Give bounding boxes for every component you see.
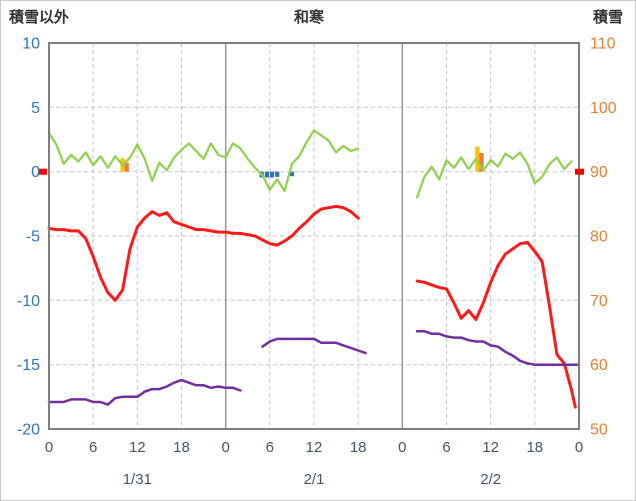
purple-line (415, 329, 581, 366)
right-tick-label: 100 (590, 100, 617, 117)
purple-line (261, 337, 367, 355)
date-label: 1/31 (123, 471, 152, 488)
blue-bar (275, 171, 280, 177)
left-tick-label: 10 (22, 36, 40, 53)
left-tick-label: 5 (31, 100, 40, 117)
blue-bar (289, 171, 294, 177)
x-tick-label: 18 (350, 439, 367, 456)
chart-title: 和寒 (293, 9, 324, 26)
x-tick-label: 12 (306, 439, 323, 456)
x-tick-label: 0 (222, 439, 230, 456)
green-line (415, 151, 573, 199)
right-zero-marker-icon (575, 168, 584, 175)
green-line (47, 129, 360, 193)
red-line (415, 240, 577, 409)
x-tick-label: 12 (129, 439, 146, 456)
right-tick-label: 80 (590, 229, 608, 246)
left-axis-title: 積雪以外 (9, 9, 70, 26)
date-label: 2/1 (304, 471, 325, 488)
x-tick-label: 0 (575, 439, 583, 456)
x-tick-label: 18 (526, 439, 543, 456)
x-tick-label: 6 (89, 439, 97, 456)
right-tick-label: 70 (590, 293, 608, 310)
x-tick-label: 0 (398, 439, 406, 456)
right-tick-label: 110 (590, 36, 616, 53)
red-line (47, 204, 360, 302)
left-tick-label: -20 (17, 422, 40, 439)
x-tick-label: 0 (45, 439, 53, 456)
left-zero-marker-icon (38, 168, 47, 175)
orange-bar (124, 162, 129, 172)
left-tick-label: -5 (26, 229, 40, 246)
left-tick-label: 0 (31, 164, 40, 181)
x-tick-label: 6 (266, 439, 274, 456)
right-axis-title: 積雪 (592, 9, 623, 26)
purple-line (47, 378, 242, 406)
x-tick-label: 12 (482, 439, 499, 456)
left-tick-label: -15 (17, 357, 40, 374)
right-tick-label: 60 (590, 357, 608, 374)
blue-bar (264, 171, 269, 178)
plot-border (48, 42, 580, 430)
orange-bar (479, 153, 484, 172)
right-tick-label: 50 (590, 422, 608, 439)
right-tick-label: 90 (590, 164, 608, 181)
date-label: 2/2 (480, 471, 501, 488)
blue-bar (269, 171, 275, 178)
left-tick-label: -10 (17, 293, 40, 310)
x-tick-label: 6 (442, 439, 450, 456)
x-tick-label: 18 (173, 439, 190, 456)
